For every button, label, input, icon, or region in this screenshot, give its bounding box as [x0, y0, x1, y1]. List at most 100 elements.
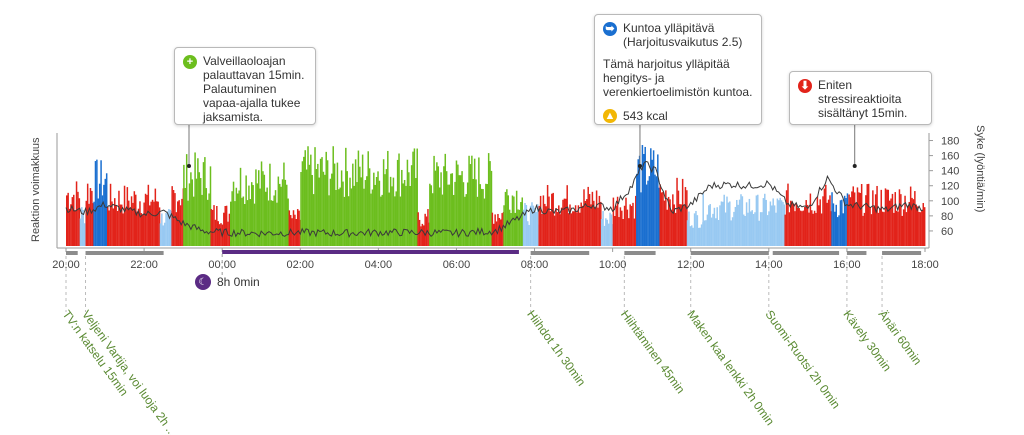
exercise-callout-line: hengitys- ja — [603, 71, 665, 85]
reaction-bar — [367, 151, 369, 246]
reaction-bar — [804, 207, 806, 246]
reaction-bar — [522, 209, 525, 246]
segment-stress — [846, 183, 926, 246]
reaction-bar — [670, 209, 673, 246]
reaction-bar — [287, 198, 289, 246]
reaction-bar — [518, 209, 521, 246]
reaction-bar — [325, 151, 327, 246]
reaction-bar — [591, 191, 594, 246]
exercise-callout: ➥ Kuntoa ylläpitävä (Harjoitusvaikutus 2… — [594, 14, 762, 125]
reaction-bar — [729, 201, 731, 246]
reaction-bar — [619, 207, 622, 246]
sleep-duration-badge: ☾ 8h 0min — [195, 274, 260, 290]
reaction-bar — [504, 191, 507, 246]
reaction-bar — [873, 206, 876, 246]
reaction-bar — [255, 169, 257, 246]
reaction-bar — [236, 193, 239, 246]
reaction-bar — [165, 212, 167, 246]
reaction-bar — [311, 175, 313, 246]
reaction-bar — [695, 210, 697, 246]
reaction-bar — [829, 195, 831, 246]
reaction-bar — [457, 164, 459, 246]
y-tick-label: 60 — [941, 226, 953, 238]
reaction-bar — [67, 192, 69, 246]
reaction-bar — [654, 174, 656, 246]
reaction-bar — [260, 161, 263, 246]
reaction-bar — [686, 190, 688, 246]
segment-light — [159, 209, 173, 246]
reaction-bar — [765, 199, 767, 246]
reaction-bar — [692, 227, 694, 246]
reaction-bar — [836, 217, 839, 246]
reaction-bar — [600, 201, 602, 246]
reaction-bar — [684, 187, 687, 246]
reaction-bar — [490, 170, 493, 246]
reaction-bar — [890, 198, 892, 246]
reaction-bar — [724, 212, 727, 246]
reaction-bar — [618, 217, 620, 246]
segment-light — [600, 211, 614, 246]
reaction-bar — [479, 184, 482, 246]
reaction-bar — [919, 212, 922, 246]
reaction-bar — [901, 215, 904, 246]
reaction-bar — [498, 217, 501, 246]
reaction-bar — [916, 206, 919, 246]
reaction-bar — [454, 181, 456, 246]
reaction-bar — [398, 153, 400, 246]
reaction-bar — [392, 177, 395, 246]
reaction-bar — [285, 184, 288, 246]
reaction-bar — [98, 183, 101, 246]
y-tick-label: 120 — [941, 181, 959, 193]
x-tick-label: 22:00 — [130, 259, 158, 271]
reaction-bar — [85, 200, 88, 246]
reaction-bar — [779, 197, 781, 246]
reaction-bar — [130, 196, 133, 246]
reaction-bar — [816, 196, 819, 246]
activity-label: Hiihtäminen 45min — [618, 308, 688, 397]
reaction-bar — [338, 189, 340, 246]
reaction-bar — [185, 154, 188, 246]
reaction-bar — [489, 161, 491, 246]
reaction-bar — [225, 205, 228, 246]
reaction-bar — [762, 198, 765, 246]
reaction-bar — [838, 215, 840, 246]
reaction-bar — [322, 171, 325, 246]
reaction-bar — [416, 148, 418, 246]
reaction-bar — [420, 226, 422, 246]
reaction-bar — [317, 163, 319, 246]
reaction-bar — [623, 205, 626, 246]
reaction-bar — [736, 199, 738, 246]
reaction-bar — [669, 199, 671, 246]
reaction-bar — [440, 172, 442, 246]
reaction-bar — [757, 194, 759, 246]
reaction-bar — [628, 218, 630, 246]
reaction-bar — [549, 211, 552, 246]
reaction-bar — [163, 222, 166, 246]
reaction-bar — [371, 189, 374, 246]
reaction-bar — [525, 205, 528, 246]
reaction-bar — [874, 194, 877, 246]
reaction-bar — [112, 208, 115, 246]
reaction-bar — [898, 189, 901, 246]
reaction-bar — [224, 206, 226, 246]
reaction-bar — [431, 193, 434, 246]
reaction-bar — [315, 169, 318, 246]
reaction-bar — [478, 157, 480, 246]
reaction-bar — [900, 194, 902, 246]
reaction-bar — [79, 218, 82, 246]
reaction-bar — [448, 184, 451, 246]
activity-bar — [624, 251, 656, 255]
reaction-bar — [100, 160, 102, 246]
reaction-bar — [108, 210, 110, 246]
reaction-bar — [495, 221, 498, 246]
reaction-bar — [125, 208, 127, 246]
reaction-bar — [115, 205, 117, 246]
reaction-bar — [183, 164, 185, 246]
reaction-bar — [343, 196, 346, 246]
reaction-bar — [205, 188, 208, 246]
reaction-bar — [433, 155, 435, 246]
reaction-bar — [128, 200, 130, 246]
reaction-bar — [658, 187, 660, 246]
reaction-bar — [633, 218, 636, 246]
reaction-bar — [647, 180, 649, 246]
